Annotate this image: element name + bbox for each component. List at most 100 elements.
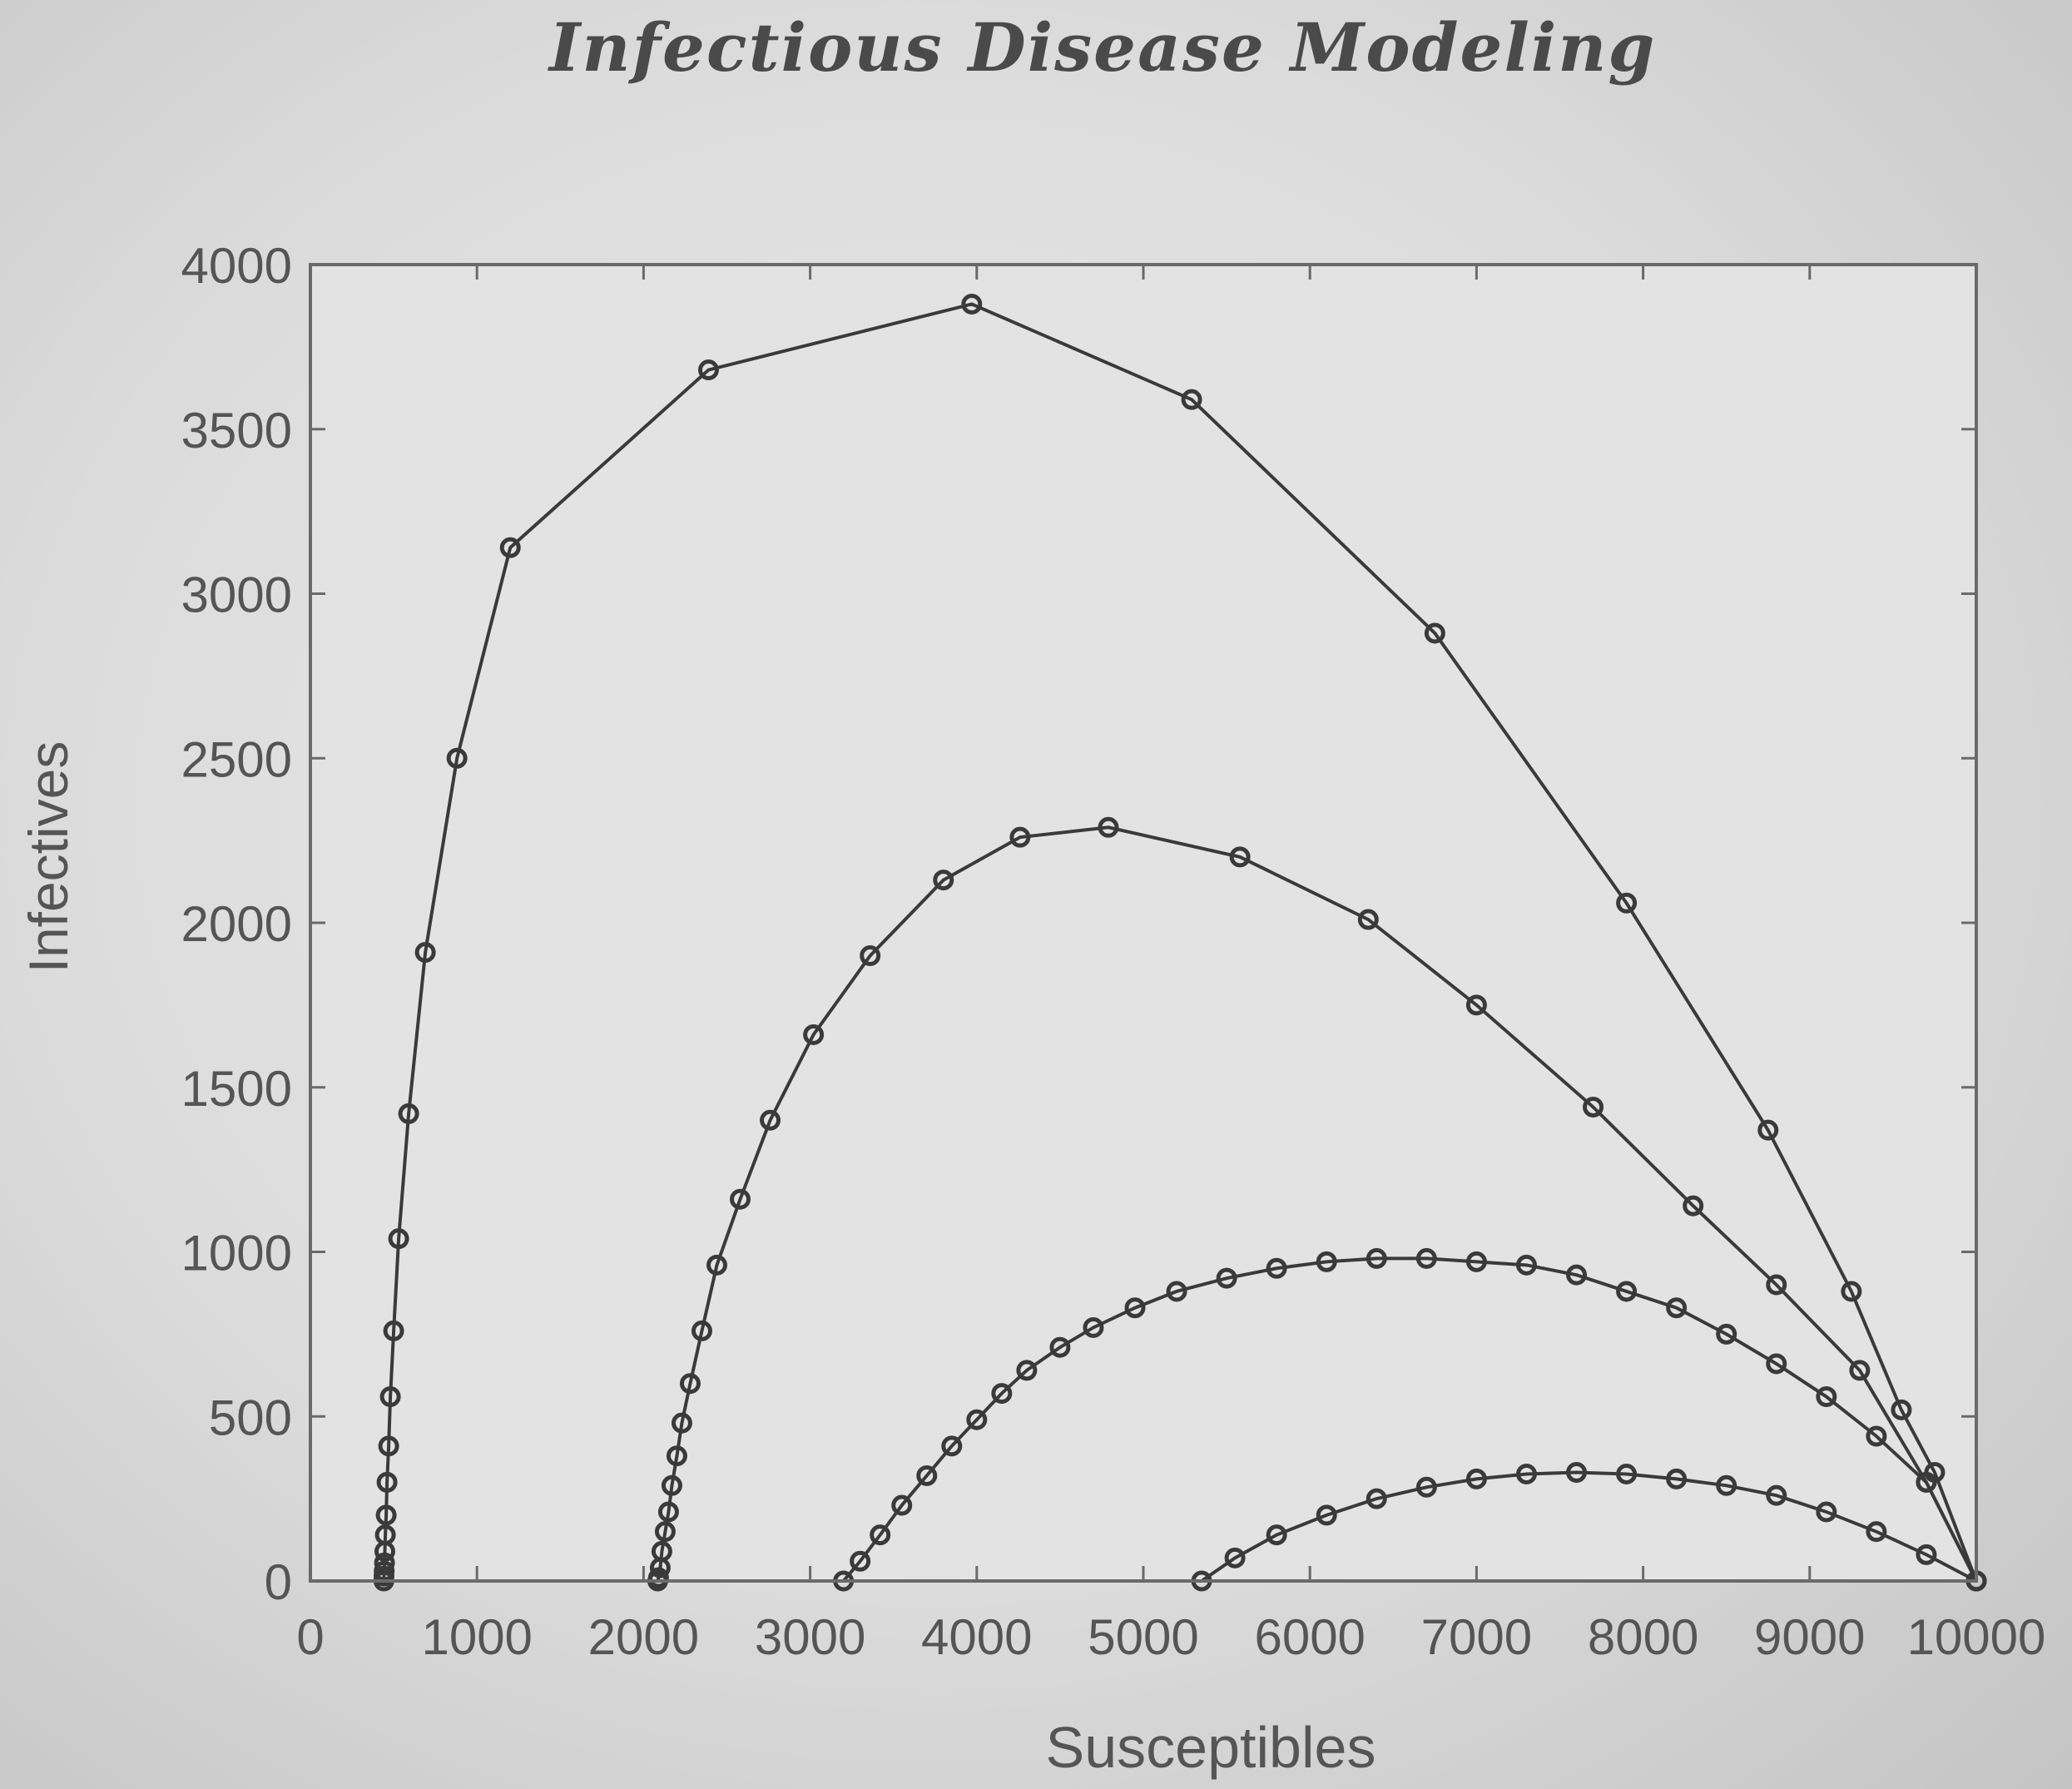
x-tick-label: 4000 — [921, 1609, 1032, 1665]
series-2-point — [1683, 1195, 1704, 1217]
series-3-point — [1566, 1264, 1588, 1286]
series-4-point — [1666, 1468, 1688, 1489]
series-1-point — [1181, 389, 1202, 410]
series-4-point — [1415, 1476, 1437, 1498]
x-axis-label: Susceptibles — [1045, 1715, 1376, 1780]
series-1-point — [1616, 892, 1638, 914]
y-tick-label: 0 — [265, 1554, 292, 1610]
x-tick-label: 7000 — [1421, 1609, 1532, 1665]
y-tick-label: 4000 — [181, 238, 292, 294]
series-1-point — [375, 1504, 397, 1526]
series-3-point — [1766, 1353, 1787, 1375]
series-1-point — [1424, 622, 1445, 644]
series-1-point — [379, 1386, 401, 1408]
series-3-point — [1916, 1471, 1937, 1493]
series-3-point — [1016, 1360, 1038, 1381]
series-2-point — [760, 1109, 781, 1131]
series-2-point — [654, 1521, 676, 1543]
series-1-point — [398, 1103, 419, 1124]
plot-frame — [309, 263, 1978, 1583]
series-2-point — [657, 1501, 679, 1523]
series-4-point — [1716, 1474, 1737, 1496]
series-1-point — [376, 1471, 398, 1493]
series-3-point — [1616, 1281, 1638, 1302]
series-4-point — [1366, 1488, 1387, 1509]
series-2-point — [933, 870, 954, 891]
series-4-point — [1566, 1461, 1588, 1483]
series-1-point — [961, 293, 983, 315]
series-1-point — [388, 1228, 409, 1250]
series-4-point — [1766, 1484, 1787, 1506]
series-1-point — [374, 1540, 395, 1562]
series-1-point — [499, 537, 521, 558]
series-2-point — [1465, 994, 1487, 1016]
series-3-point — [991, 1383, 1013, 1405]
y-axis-label: Infectives — [17, 741, 79, 974]
series-3-line — [842, 1256, 1978, 1583]
x-tick-label: 8000 — [1588, 1609, 1698, 1665]
series-3-point — [1515, 1254, 1537, 1276]
x-tick-label: 3000 — [755, 1609, 865, 1665]
series-4-point — [1616, 1463, 1638, 1484]
series-2-point — [1009, 826, 1031, 848]
series-3-point — [1124, 1297, 1146, 1319]
series-3-point — [1465, 1251, 1487, 1272]
series-3-point — [1316, 1251, 1337, 1272]
series-3-point — [941, 1435, 963, 1457]
x-tick-label: 5000 — [1088, 1609, 1198, 1665]
series-2-point — [661, 1474, 682, 1496]
x-tick-label: 0 — [296, 1609, 324, 1665]
series-2-point — [1357, 909, 1379, 930]
series-2-point — [706, 1254, 727, 1276]
series-4-point — [1316, 1504, 1337, 1526]
series-2-point — [671, 1412, 692, 1434]
series-3-point — [1266, 1257, 1287, 1279]
series-2-point — [1849, 1360, 1871, 1381]
series-1-point — [1891, 1399, 1912, 1420]
series-1-point — [1841, 1281, 1862, 1302]
y-tick-label: 2000 — [181, 896, 292, 952]
series-3-point — [1083, 1316, 1104, 1338]
series-3-point — [1415, 1247, 1437, 1269]
y-tick-label: 1000 — [181, 1226, 292, 1281]
series-2-point — [803, 1023, 825, 1045]
y-tick-label: 1500 — [181, 1061, 292, 1117]
series-3-point — [1716, 1323, 1737, 1345]
series-3-point — [891, 1494, 913, 1516]
x-tick-label: 9000 — [1754, 1609, 1865, 1665]
series-3-point — [1216, 1267, 1237, 1289]
series-2-point — [730, 1188, 751, 1210]
series-4-point — [1816, 1501, 1837, 1523]
series-4-point — [1224, 1547, 1246, 1568]
y-tick-label: 3000 — [181, 567, 292, 623]
series-3-point — [966, 1409, 988, 1430]
series-2-point — [679, 1373, 701, 1395]
series-1-point — [378, 1435, 399, 1457]
series-3-point — [870, 1524, 891, 1546]
series-4-line — [1200, 1470, 1977, 1583]
series-2-point — [649, 1557, 671, 1578]
series-4-point — [1515, 1463, 1537, 1484]
y-tick-label: 500 — [209, 1390, 292, 1445]
y-tick-label: 2500 — [181, 731, 292, 787]
series-1-point — [383, 1320, 404, 1341]
series-3-point — [1666, 1297, 1688, 1319]
series-4-point — [1916, 1544, 1937, 1565]
series-2-point — [1098, 816, 1119, 838]
series-2-point — [1766, 1274, 1787, 1296]
series-4-point — [1465, 1468, 1487, 1489]
x-tick-label: 6000 — [1254, 1609, 1365, 1665]
series-1-line — [382, 302, 1978, 1582]
series-1-point — [697, 359, 719, 381]
series-2-point — [860, 945, 881, 967]
chart-title: Infectious Disease Modeling — [549, 8, 1657, 87]
series-3-point — [1049, 1336, 1071, 1358]
series-2-point — [1229, 846, 1251, 868]
series-1-point — [414, 942, 436, 964]
series-3-point — [1866, 1425, 1887, 1447]
series-1-point — [1757, 1119, 1779, 1141]
series-3-point — [1166, 1281, 1187, 1302]
x-tick-label: 2000 — [588, 1609, 699, 1665]
